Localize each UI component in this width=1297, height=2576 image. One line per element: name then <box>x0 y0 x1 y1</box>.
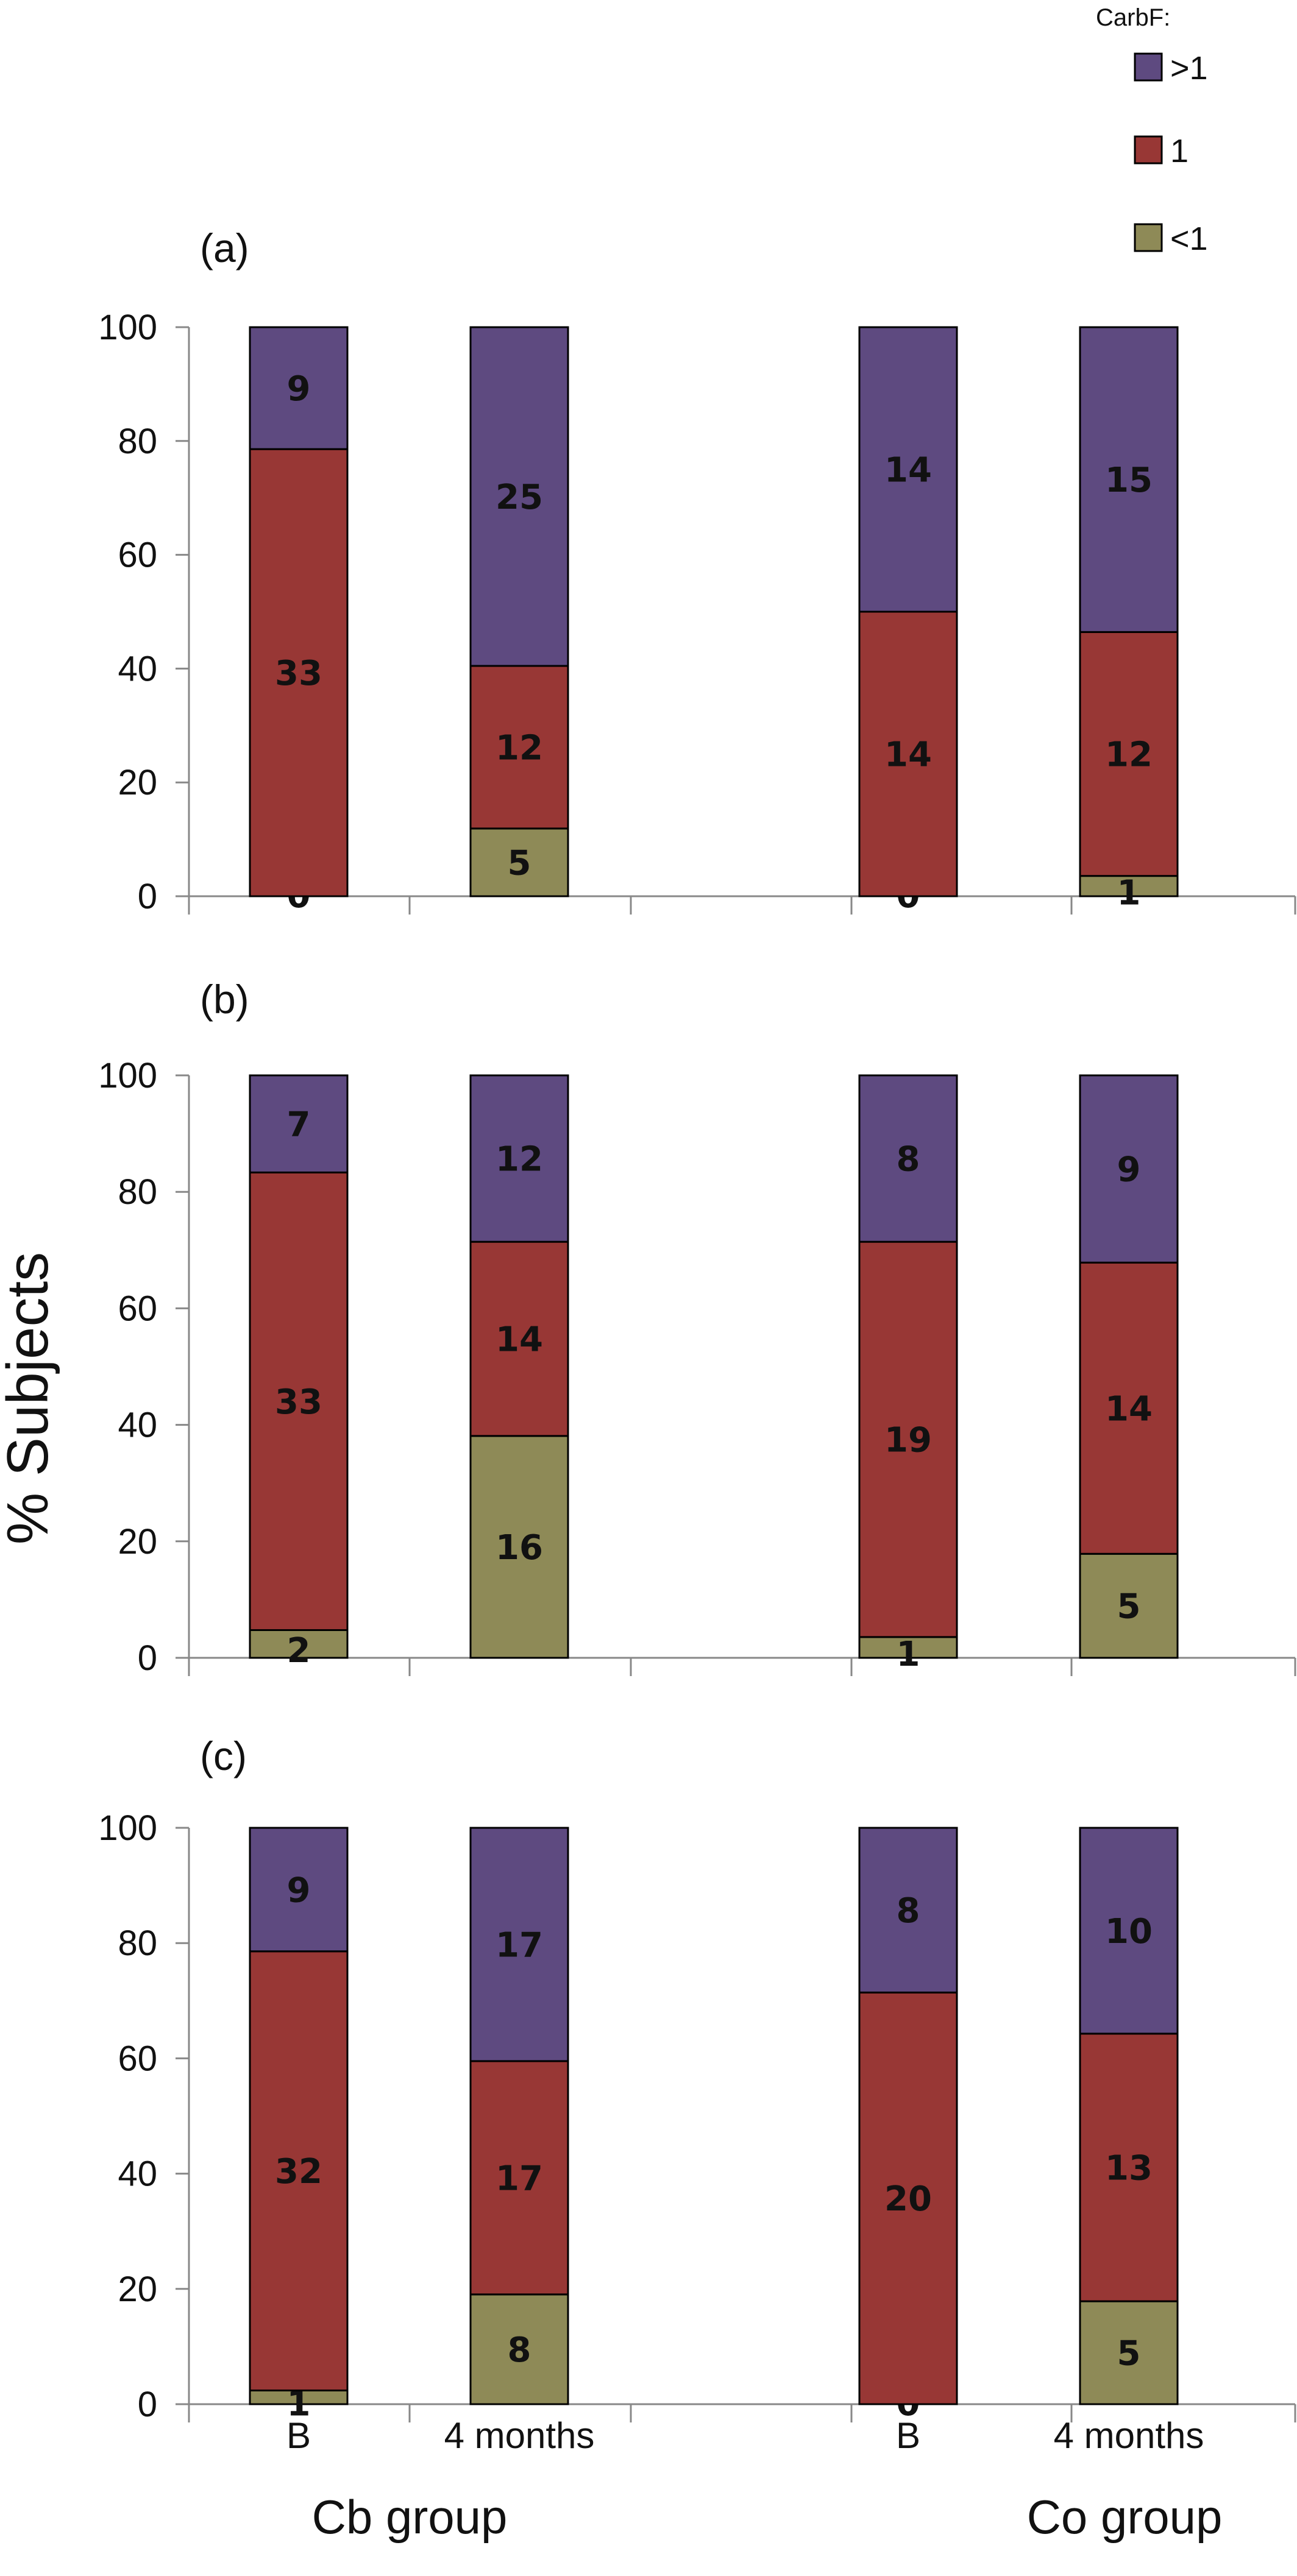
legend-label: 1 <box>1170 133 1189 169</box>
data-label: 12 <box>496 1140 543 1180</box>
legend-title: CarbF: <box>1096 4 1170 31</box>
panel-label: (b) <box>200 977 249 1022</box>
data-label: 8 <box>897 1140 920 1180</box>
data-label: 12 <box>496 728 543 768</box>
y-tick-label: 20 <box>118 763 157 802</box>
group-label: Cb group <box>312 2490 508 2544</box>
bar-segment-lt1 <box>469 827 569 897</box>
data-label: 17 <box>496 1925 543 1965</box>
y-tick-label: 0 <box>138 1638 157 1678</box>
data-label: 14 <box>1105 1389 1153 1429</box>
y-tick-label: 60 <box>118 2039 157 2078</box>
legend-swatch <box>1134 52 1163 82</box>
bar-segment-lt1 <box>1079 875 1179 897</box>
bar-segment-eq1 <box>249 1950 349 2391</box>
bar-segment-eq1 <box>858 1240 958 1638</box>
data-label: 13 <box>1105 2148 1153 2188</box>
data-label: 14 <box>884 451 932 490</box>
data-label: 2 <box>287 1631 311 1671</box>
panel-label: (a) <box>200 225 249 271</box>
data-label: 5 <box>1117 2334 1141 2374</box>
category-label: 4 months <box>444 2415 595 2456</box>
bar-segment-gt1 <box>858 1827 958 1994</box>
bar-segment-eq1 <box>469 1240 569 1437</box>
y-tick-label: 60 <box>118 536 157 575</box>
data-label: 33 <box>275 1382 322 1422</box>
bar-segment-gt1 <box>249 1074 349 1173</box>
bar-segment-eq1 <box>249 1171 349 1631</box>
y-tick-label: 100 <box>98 1056 157 1095</box>
data-label: 1 <box>897 1635 920 1674</box>
bar-segment-lt1 <box>1079 1552 1179 1659</box>
legend-swatch <box>1134 223 1163 252</box>
bar-segment-gt1 <box>858 1074 958 1243</box>
bar-segment-eq1 <box>469 2060 569 2296</box>
bar-segment-eq1 <box>1079 631 1179 877</box>
bar-segment-eq1 <box>249 448 349 897</box>
data-label: 17 <box>496 2159 543 2198</box>
bar-segment-lt1 <box>469 1435 569 1659</box>
data-label: 8 <box>508 2330 531 2370</box>
data-label: 33 <box>275 654 322 693</box>
data-label: 14 <box>496 1320 543 1359</box>
category-label: B <box>896 2415 920 2456</box>
bar-segment-lt1 <box>858 1636 958 1659</box>
y-tick-label: 80 <box>118 1923 157 1963</box>
y-tick-label: 20 <box>118 1522 157 1562</box>
y-tick-label: 100 <box>98 1808 157 1848</box>
data-label: 32 <box>275 2152 322 2192</box>
bar-segment-gt1 <box>1079 1074 1179 1264</box>
category-label: 4 months <box>1054 2415 1204 2456</box>
data-label: 25 <box>496 478 543 517</box>
y-tick-label: 0 <box>138 877 157 916</box>
bar-segment-lt1 <box>469 2293 569 2405</box>
y-tick-label: 40 <box>118 1406 157 1445</box>
data-label: 8 <box>897 1891 920 1931</box>
group-label: Co group <box>1027 2490 1223 2544</box>
data-label: 16 <box>496 1528 543 1568</box>
data-label: 7 <box>287 1105 311 1145</box>
data-label: 12 <box>1105 735 1153 775</box>
legend-swatch <box>1134 135 1163 165</box>
legend-label: >1 <box>1170 50 1208 87</box>
y-tick-label: 60 <box>118 1289 157 1328</box>
data-label: 20 <box>884 2179 932 2219</box>
data-label: 9 <box>287 369 311 409</box>
y-tick-label: 20 <box>118 2270 157 2309</box>
y-tick-label: 0 <box>138 2385 157 2424</box>
bar-segment-lt1 <box>249 1629 349 1659</box>
bar-segment-gt1 <box>249 1827 349 1953</box>
legend-label: <1 <box>1170 221 1208 257</box>
data-label: 1 <box>1117 873 1141 913</box>
data-label: 9 <box>1117 1150 1141 1190</box>
data-label: 5 <box>1117 1587 1141 1627</box>
y-tick-label: 80 <box>118 1172 157 1212</box>
data-label: 15 <box>1105 461 1153 500</box>
y-tick-label: 80 <box>118 422 157 461</box>
bar-segment-gt1 <box>469 326 569 667</box>
data-label: 9 <box>287 1870 311 1910</box>
bar-segment-eq1 <box>1079 1261 1179 1555</box>
data-label: 19 <box>884 1421 932 1460</box>
bar-segment-eq1 <box>858 610 958 897</box>
y-tick-label: 40 <box>118 2154 157 2194</box>
bar-segment-gt1 <box>469 1827 569 2062</box>
bar-segment-gt1 <box>858 326 958 613</box>
y-axis-title: % Subjects <box>0 1252 60 1545</box>
panel-label: (c) <box>200 1733 247 1778</box>
data-label: 5 <box>508 843 531 883</box>
category-label: B <box>286 2415 311 2456</box>
bar-segment-gt1 <box>469 1074 569 1243</box>
y-tick-label: 40 <box>118 649 157 688</box>
data-label: 10 <box>1105 1912 1153 1951</box>
bar-segment-eq1 <box>469 665 569 830</box>
data-label: 14 <box>884 735 932 775</box>
y-tick-label: 100 <box>98 308 157 347</box>
bar-segment-gt1 <box>1079 326 1179 633</box>
bar-segment-gt1 <box>249 326 349 450</box>
bar-segment-gt1 <box>1079 1827 1179 2035</box>
